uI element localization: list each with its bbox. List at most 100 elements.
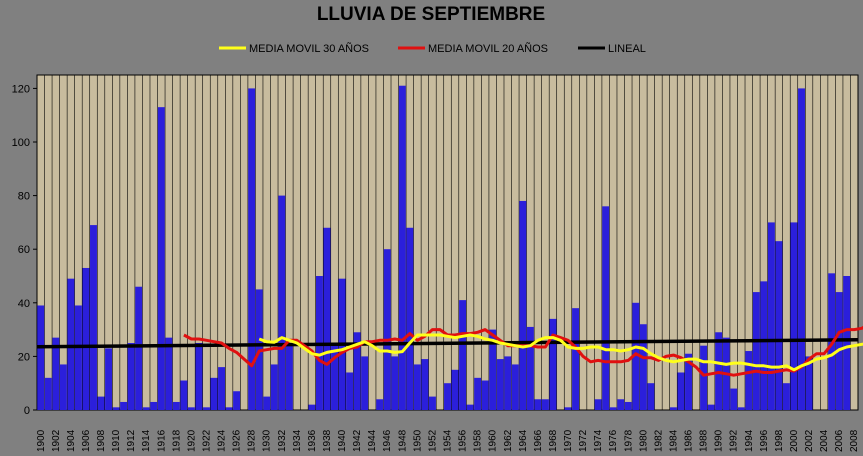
y-tick-label: 0	[24, 405, 30, 417]
bar	[526, 326, 534, 410]
bar	[59, 364, 67, 410]
x-tick-label: 1930	[262, 429, 273, 452]
line-series	[36, 325, 863, 377]
x-tick-label: 1982	[653, 429, 664, 452]
bar	[444, 383, 451, 410]
bar	[285, 343, 293, 410]
lineal-trend-line	[36, 338, 859, 349]
bar	[180, 380, 188, 410]
bar	[90, 225, 97, 410]
bar	[504, 356, 512, 410]
legend-label-ma20: MEDIA MOVIL 20 AÑOS	[428, 42, 548, 55]
x-tick-label: 1902	[51, 429, 62, 452]
ma30-line	[258, 333, 863, 372]
bar	[406, 227, 414, 410]
x-tick-label: 1962	[503, 429, 514, 452]
bar	[44, 377, 52, 410]
x-axis: 1900 1902 1904 1906 1908 1910 1912 1914 1916 1918…	[36, 429, 860, 452]
x-tick-label: 1908	[96, 429, 107, 452]
bar	[52, 337, 60, 410]
x-tick-label: 1918	[171, 429, 182, 452]
x-tick-label: 1998	[774, 429, 785, 452]
y-tick-label: 80	[18, 191, 30, 203]
bar	[203, 407, 210, 410]
x-tick-label: 1972	[578, 429, 589, 452]
bar	[669, 407, 677, 410]
bar	[413, 364, 421, 410]
bar	[594, 399, 602, 410]
bar	[323, 227, 331, 410]
bar	[707, 404, 715, 410]
x-tick-label: 1990	[714, 429, 725, 452]
bar	[391, 356, 399, 410]
bar	[496, 359, 504, 410]
bar	[383, 249, 391, 410]
bar	[187, 407, 195, 410]
bar	[233, 391, 241, 410]
bar	[519, 200, 527, 410]
legend-label-ma30: MEDIA MOVIL 30 AÑOS	[249, 42, 369, 55]
chart-title: LLUVIA DE SEPTIEMBRE	[317, 4, 545, 25]
bar	[782, 383, 790, 410]
bar	[270, 364, 278, 410]
x-tick-label: 1954	[443, 429, 454, 452]
bar	[805, 356, 813, 410]
x-tick-label: 1922	[201, 429, 212, 452]
x-tick-label: 1996	[759, 429, 770, 452]
x-tick-label: 1914	[141, 429, 152, 452]
bar	[210, 377, 218, 410]
x-tick-label: 1956	[458, 429, 469, 452]
bar	[624, 401, 632, 410]
bar	[225, 407, 233, 410]
x-tick-label: 1938	[322, 429, 333, 452]
legend: MEDIA MOVIL 30 AÑOS MEDIA MOVIL 20 AÑOS …	[219, 42, 646, 55]
x-tick-label: 2008	[849, 429, 860, 452]
x-tick-label: 1906	[81, 429, 92, 452]
bar	[572, 308, 580, 410]
x-tick-label: 1940	[337, 429, 348, 452]
bar	[428, 396, 436, 410]
x-tick-label: 1932	[277, 429, 288, 452]
bar	[564, 407, 572, 410]
bar	[677, 372, 685, 410]
bar	[459, 300, 467, 410]
x-tick-label: 1928	[247, 429, 258, 452]
bar	[541, 399, 549, 410]
x-tick-label: 1976	[608, 429, 619, 452]
x-tick-label: 1948	[397, 429, 408, 452]
bar	[511, 364, 519, 410]
bar-series	[37, 85, 851, 411]
bar	[632, 302, 640, 410]
x-tick-label: 1974	[593, 429, 604, 452]
bar	[248, 88, 256, 411]
bar	[602, 206, 610, 410]
x-tick-label: 1916	[156, 429, 167, 452]
x-tick-label: 1966	[533, 429, 544, 452]
x-tick-label: 2006	[834, 429, 845, 452]
x-tick-label: 1926	[232, 429, 243, 452]
bar	[361, 356, 369, 410]
bar	[165, 337, 173, 410]
x-tick-label: 1988	[699, 429, 710, 452]
x-tick-label: 1920	[186, 429, 197, 452]
x-tick-label: 1946	[382, 429, 393, 452]
bar	[97, 396, 105, 410]
bar	[135, 286, 143, 410]
bar	[534, 399, 542, 410]
bar	[105, 348, 113, 410]
bar	[481, 380, 489, 410]
x-tick-label: 1950	[412, 429, 423, 452]
bar	[142, 407, 150, 410]
x-tick-label: 1942	[352, 429, 363, 452]
bar	[263, 396, 271, 410]
x-tick-label: 1910	[111, 429, 122, 452]
x-tick-label: 1968	[548, 429, 559, 452]
x-tick-label: 1924	[217, 429, 228, 452]
bar	[331, 343, 338, 410]
bar	[843, 276, 851, 410]
x-tick-label: 1936	[307, 429, 318, 452]
bar	[120, 401, 128, 410]
x-tick-label: 1934	[292, 429, 303, 452]
ma20-line	[183, 325, 863, 377]
